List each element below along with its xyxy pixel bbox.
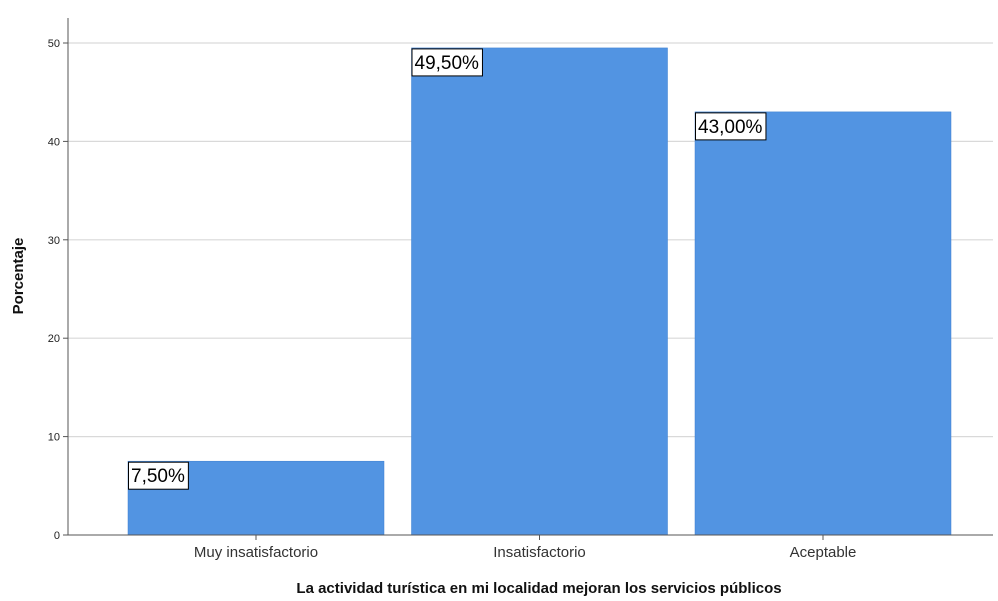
x-tick-labels: Muy insatisfactorio Insatisfactorio Acepta… [194,544,856,561]
y-tick-label: 30 [48,235,60,247]
axes [63,18,993,540]
x-tick-label: Aceptable [790,544,857,561]
bar-1 [411,47,668,536]
y-tick-label: 10 [48,432,60,444]
data-label-0: 7,50% [128,461,189,490]
y-tick-label: 40 [48,136,60,148]
bar-2 [694,111,952,536]
y-axis-title: Porcentaje [10,238,27,315]
y-tick-label: 20 [48,333,60,345]
data-label-box [128,461,189,490]
data-label-box [411,48,483,77]
data-label-text: 43,00% [698,117,763,138]
data-labels: 7,50% 49,50% 43,00% [128,48,767,490]
data-label-box [695,112,767,141]
x-tick-label: Insatisfactorio [493,544,586,561]
y-tick-label: 50 [48,38,60,50]
x-tick-label: Muy insatisfactorio [194,544,318,561]
y-tick-labels: 0 10 20 30 40 50 [48,38,60,542]
x-axis-title: La actividad turística en mi localidad m… [296,580,781,597]
data-label-text: 7,50% [131,466,185,487]
data-label-2: 43,00% [695,112,767,141]
bars [127,47,952,536]
data-label-text: 49,50% [415,53,480,74]
data-label-1: 49,50% [411,48,483,77]
y-tick-label: 0 [54,530,60,542]
